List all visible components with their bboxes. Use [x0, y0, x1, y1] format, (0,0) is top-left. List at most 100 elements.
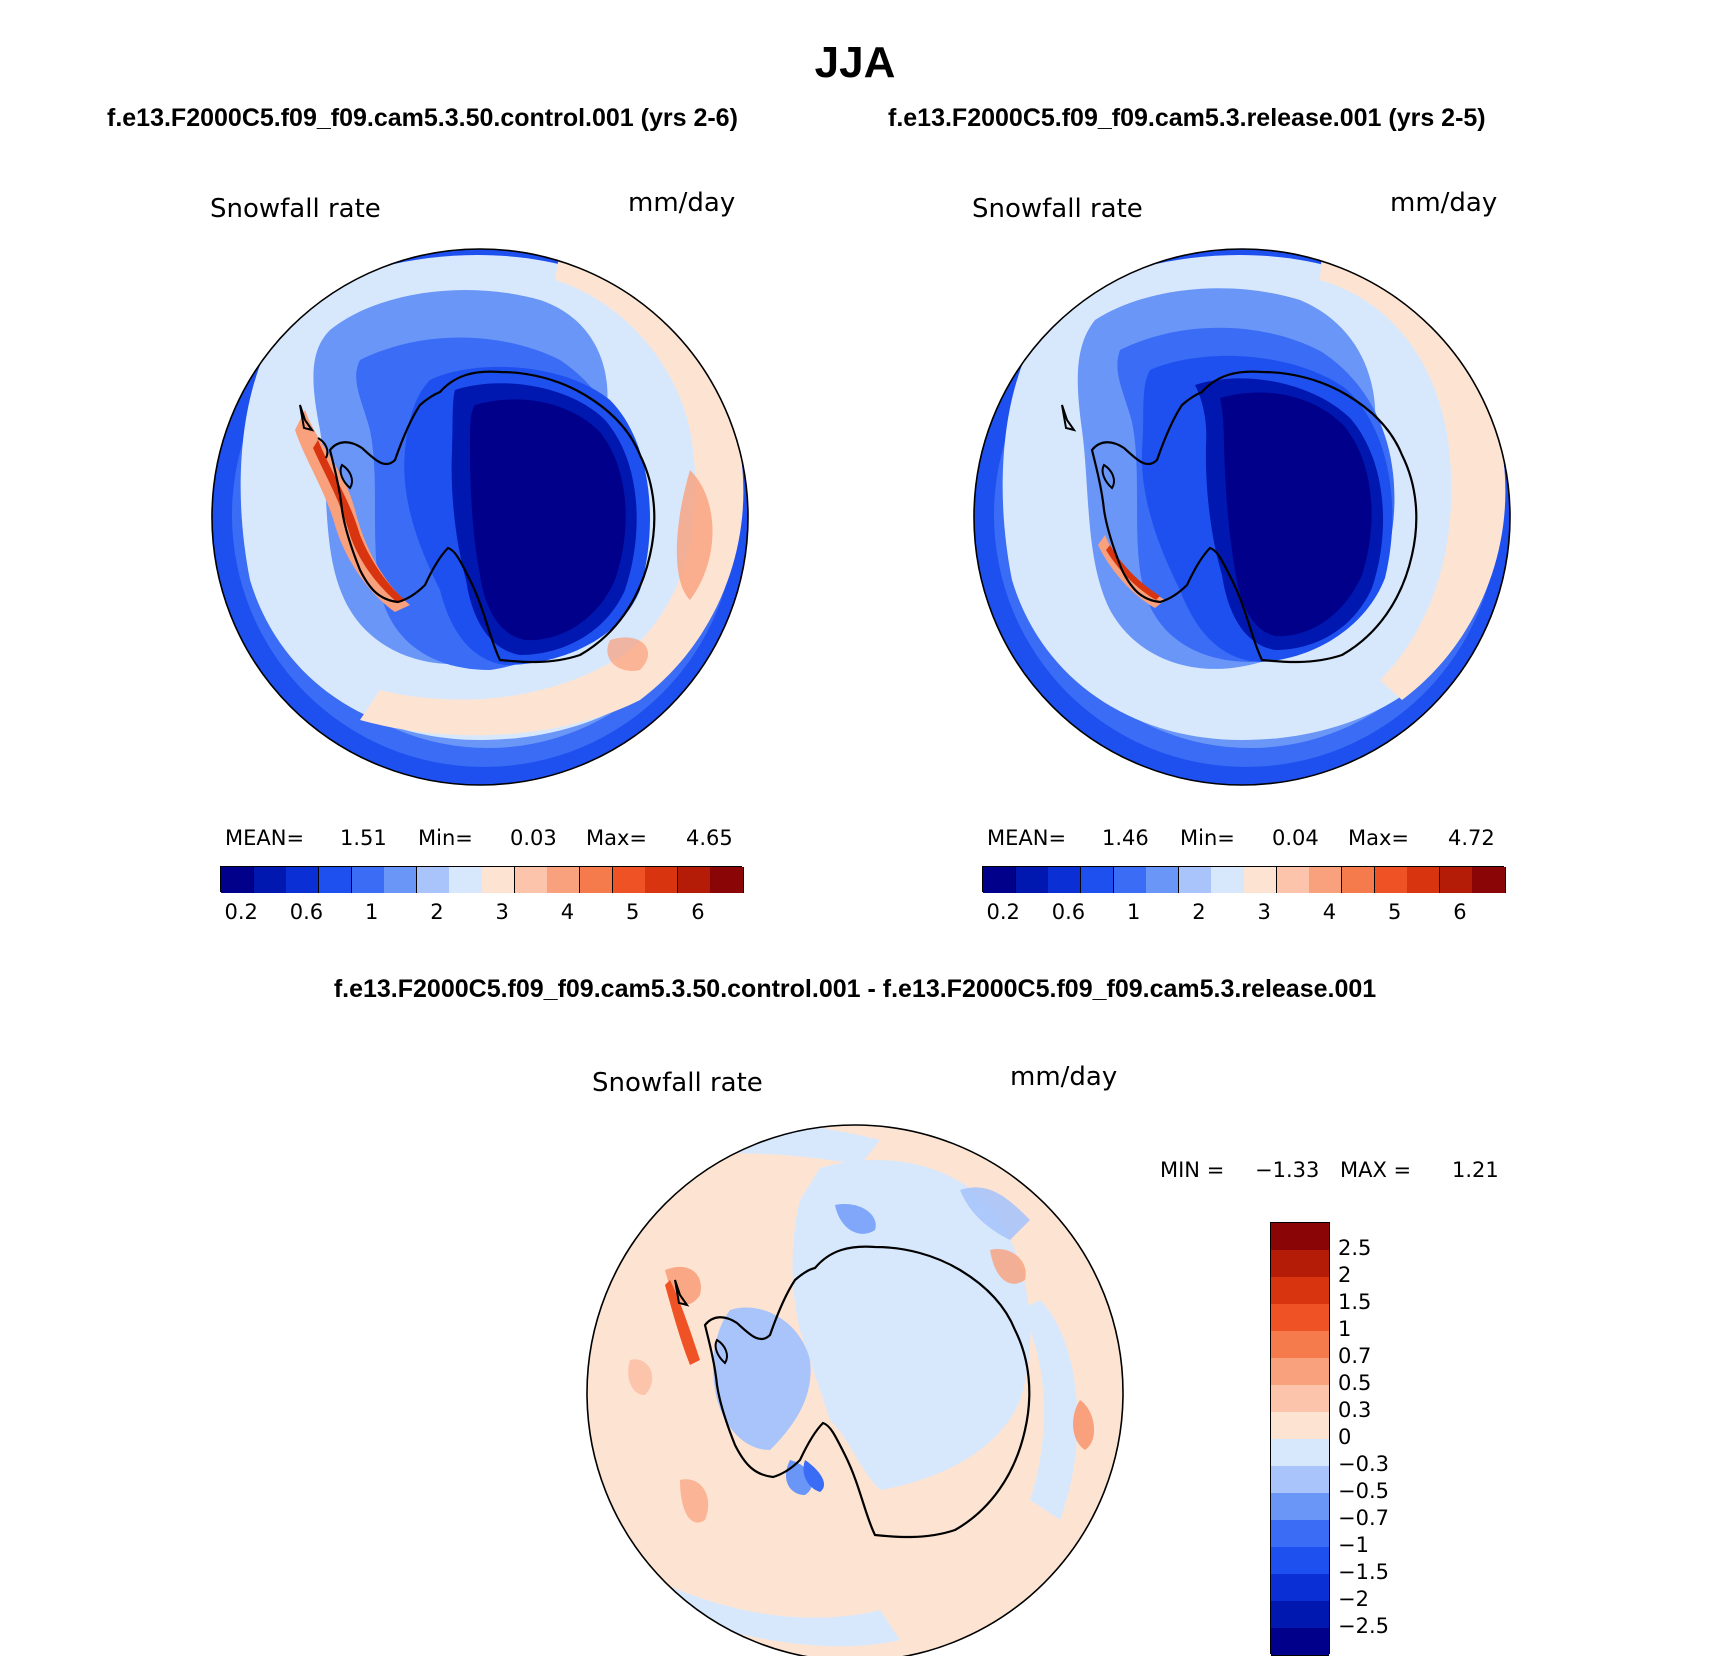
panel1-variable-label: Snowfall rate	[210, 194, 381, 224]
diff-colorbar-tick-label: 0.7	[1338, 1344, 1372, 1368]
diff-colorbar-color-swatch	[1271, 1601, 1329, 1629]
diff-colorbar-color-swatch	[1271, 1493, 1329, 1521]
panel1-colorbar-color-swatch	[351, 867, 385, 893]
panel2-antarctica-coastline	[1090, 370, 1418, 664]
right-case-title: f.e13.F2000C5.f09_f09.cam5.3.release.001…	[888, 104, 1486, 132]
diff-colorbar-tick-label: −1.5	[1338, 1560, 1389, 1584]
panel1-colorbar-tick-label: 6	[691, 900, 705, 924]
panel1-colorbar-tick-label: 2	[430, 900, 444, 924]
diff-units-label: mm/day	[1010, 1062, 1118, 1092]
diff-colorbar-tick-label: −0.3	[1338, 1452, 1389, 1476]
diff-colorbar-tick-label: 2.5	[1338, 1236, 1372, 1260]
diff-min-value: −1.33	[1255, 1158, 1320, 1182]
panel1-colorbar-ticks: 0.2 0.6 1 2 3 4 5 6	[220, 900, 742, 930]
panel2-colorbar-color-swatch	[1407, 867, 1441, 893]
panel2-colorbar-color-swatch	[1015, 867, 1049, 893]
panel1-min-value: 0.03	[510, 826, 557, 850]
panel2-min-value: 0.04	[1272, 826, 1319, 850]
figure-title: JJA	[814, 38, 896, 87]
panel1-units-label: mm/day	[628, 188, 736, 218]
diff-colorbar-tick-label: −2	[1338, 1587, 1369, 1611]
panel2-colorbar-color-swatch	[1080, 867, 1114, 893]
diff-colorbar-color-swatch	[1271, 1574, 1329, 1602]
diff-colorbar-tick-label: 1	[1338, 1317, 1352, 1341]
panel1-colorbar-color-swatch	[253, 867, 287, 893]
diff-colorbar-color-swatch	[1271, 1466, 1329, 1494]
panel2-colorbar-color-swatch	[1309, 867, 1343, 893]
panel2-map-border	[973, 248, 1511, 786]
diff-colorbar-color-swatch	[1271, 1250, 1329, 1278]
panel2-colorbar-ticks: 0.2 0.6 1 2 3 4 5 6	[982, 900, 1504, 930]
diff-colorbar-tick-label: −2.5	[1338, 1614, 1389, 1638]
diff-max-label: MAX =	[1340, 1158, 1412, 1182]
panel1-colorbar-tick-label: 0.6	[289, 900, 324, 924]
diff-colorbar-color-swatch	[1271, 1277, 1329, 1305]
panel1-colorbar-color-swatch	[384, 867, 418, 893]
panel2-colorbar-tick-label: 5	[1388, 900, 1402, 924]
panel1-map-border	[211, 248, 749, 786]
panel2-colorbar-tick-label: 0.6	[1051, 900, 1086, 924]
panel1-colorbar-tick-label: 4	[560, 900, 575, 924]
diff-colorbar-tick-label: 1.5	[1338, 1290, 1372, 1314]
diff-colorbar	[1270, 1222, 1330, 1656]
panel1-colorbar-tick-label: 5	[626, 900, 640, 924]
diff-variable-label: Snowfall rate	[592, 1068, 763, 1098]
diff-colorbar-color-swatch	[1271, 1412, 1329, 1440]
diff-colorbar-tick-label: 0.5	[1338, 1371, 1372, 1395]
diff-colorbar-tick-label: −0.7	[1338, 1506, 1389, 1530]
diff-map-border	[586, 1124, 1124, 1656]
diff-colorbar-color-swatch	[1271, 1223, 1329, 1251]
panel1-min-label: Min=	[418, 826, 473, 850]
panel1-colorbar-color-swatch	[514, 867, 548, 893]
panel2-colorbar-color-swatch	[1048, 867, 1082, 893]
panel1-colorbar-tick-label: 1	[365, 900, 379, 924]
panel1-map	[212, 249, 748, 785]
panel2-colorbar-color-swatch	[1341, 867, 1375, 893]
panel1-colorbar-color-swatch	[612, 867, 646, 893]
panel2-colorbar-tick-label: 4	[1322, 900, 1337, 924]
panel2-variable-label: Snowfall rate	[972, 194, 1143, 224]
panel1-colorbar-color-swatch	[221, 867, 255, 893]
diff-title: f.e13.F2000C5.f09_f09.cam5.3.50.control.…	[333, 975, 1377, 1003]
diff-colorbar-color-swatch	[1271, 1439, 1329, 1467]
panel2-colorbar-color-swatch	[1113, 867, 1147, 893]
panel2-colorbar-color-swatch	[1178, 867, 1212, 893]
panel2-colorbar-tick-label: 6	[1453, 900, 1467, 924]
diff-colorbar-color-swatch	[1271, 1331, 1329, 1359]
panel1-colorbar-color-swatch	[318, 867, 352, 893]
diff-colorbar-color-swatch	[1271, 1358, 1329, 1386]
diff-colorbar-color-swatch	[1271, 1304, 1329, 1332]
panel2-colorbar-tick-label: 2	[1192, 900, 1206, 924]
diff-colorbar-tick-label: −1	[1338, 1533, 1369, 1557]
panel1-colorbar-color-swatch	[482, 867, 516, 893]
diff-colorbar-color-swatch	[1271, 1547, 1329, 1575]
left-case-title: f.e13.F2000C5.f09_f09.cam5.3.50.control.…	[107, 104, 738, 132]
panel1-colorbar-color-swatch	[286, 867, 320, 893]
panel2-colorbar-color-swatch	[1211, 867, 1245, 893]
diff-colorbar-ticks: 2.5 2 1.5 1 0.7 0.5 0.3 0 −0.3 −0.5 −0.7 −1 −1.5 −2 −2…	[1338, 1222, 1418, 1654]
panel2-colorbar-color-swatch	[983, 867, 1017, 893]
panel2-map	[974, 249, 1510, 785]
panel2-colorbar-color-swatch	[1244, 867, 1278, 893]
panel1-colorbar-color-swatch	[579, 867, 613, 893]
diff-map	[587, 1125, 1123, 1656]
panel1-max-label: Max=	[586, 826, 648, 850]
panel1-colorbar-color-swatch	[677, 867, 711, 893]
panel1-colorbar-color-swatch	[645, 867, 679, 893]
diff-antarctica-coastline	[703, 1245, 1031, 1539]
panel1-colorbar	[220, 866, 744, 893]
panel2-units-label: mm/day	[1390, 188, 1498, 218]
panel2-colorbar-tick-label: 0.2	[986, 900, 1020, 924]
diff-colorbar-tick-label: −0.5	[1338, 1479, 1389, 1503]
panel2-colorbar-tick-label: 1	[1127, 900, 1141, 924]
diff-colorbar-color-swatch	[1271, 1385, 1329, 1413]
panel2-colorbar-color-swatch	[1439, 867, 1473, 893]
panel2-colorbar	[982, 866, 1506, 893]
panel2-colorbar-color-swatch	[1374, 867, 1408, 893]
panel2-colorbar-color-swatch	[1276, 867, 1310, 893]
diff-colorbar-color-swatch	[1271, 1520, 1329, 1548]
diff-colorbar-tick-label: 2	[1338, 1263, 1352, 1287]
panel2-mean-value: 1.46	[1102, 826, 1149, 850]
diff-colorbar-tick-label: 0.3	[1338, 1398, 1372, 1422]
